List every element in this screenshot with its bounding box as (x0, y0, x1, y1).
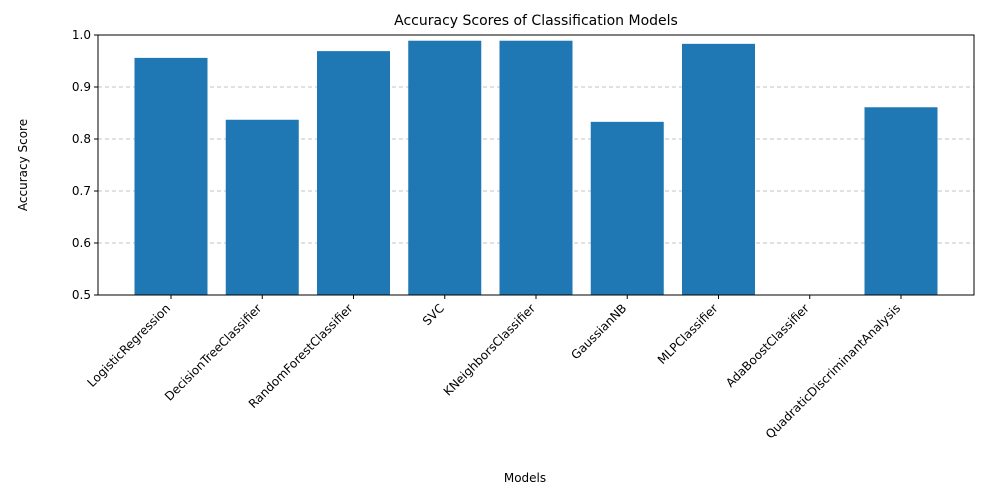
y-axis-ticks: 0.5 0.6 0.7 0.8 0.9 1.0 (72, 28, 98, 302)
y-tick-label: 0.8 (72, 132, 91, 146)
chart-title: Accuracy Scores of Classification Models (394, 13, 678, 29)
y-tick-label: 0.7 (72, 184, 91, 198)
x-tick-label: GaussianNB (568, 301, 629, 362)
x-tick-label: SVC (420, 301, 447, 328)
x-tick-label: MLPClassifier (655, 301, 721, 367)
bar-logisticregression (134, 57, 208, 295)
bar-quadraticdiscriminantanalysis (864, 107, 938, 295)
bar-mlpclassifier (682, 43, 755, 296)
y-tick-label: 1.0 (72, 28, 91, 42)
y-tick-label: 0.6 (72, 236, 91, 250)
bar-decisiontreeclassifier (225, 119, 299, 295)
bar-layer (134, 40, 938, 296)
y-tick-label: 0.5 (72, 288, 91, 302)
y-tick-label: 0.9 (72, 80, 91, 94)
bar-svc (408, 40, 482, 295)
y-axis-label: Accuracy Score (16, 119, 30, 211)
bar-randomforestclassifier (317, 51, 390, 296)
bar-gaussiannb (590, 121, 664, 295)
bar-kneighborsclassifier (499, 40, 573, 295)
x-axis-ticks: LogisticRegressionDecisionTreeClassifier… (85, 295, 903, 441)
x-tick-label: RandomForestClassifier (246, 301, 356, 411)
x-tick-label: AdaBoostClassifier (723, 301, 812, 390)
x-axis-label: Models (504, 471, 546, 485)
x-tick-label: DecisionTreeClassifier (162, 301, 264, 403)
x-tick-label: KNeighborsClassifier (441, 301, 538, 398)
x-tick-label: LogisticRegression (85, 301, 174, 390)
